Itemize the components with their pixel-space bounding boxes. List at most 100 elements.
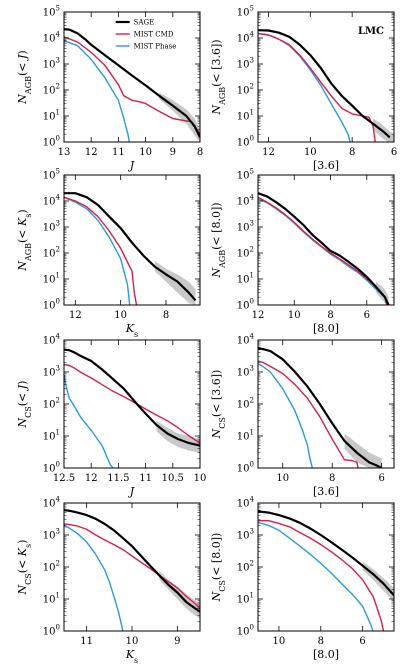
- y-tick-label: 101: [43, 429, 60, 443]
- y-tick-label: 102: [43, 397, 60, 411]
- x-tick-label: 8: [349, 147, 355, 158]
- x-tick-label: 8: [327, 310, 333, 321]
- y-tick-label: 100: [237, 624, 254, 638]
- x-tick-label: 6: [378, 473, 384, 484]
- y-tick-label: 104: [237, 333, 255, 347]
- x-tick-label: 8: [318, 636, 324, 647]
- y-tick-label: 104: [237, 194, 255, 208]
- series-line-sage: [64, 28, 200, 138]
- plot-frame: [63, 339, 201, 469]
- series-line-mist-phase: [258, 363, 314, 468]
- x-tick-label: 12.5: [53, 473, 75, 484]
- legend-label: MIST CMD: [134, 31, 174, 39]
- y-tick-label: 100: [43, 135, 60, 149]
- x-axis-label: [8.0]: [313, 322, 339, 335]
- x-tick-label: 11: [112, 147, 125, 158]
- plot-frame: [257, 174, 395, 306]
- y-tick-label: 102: [237, 246, 254, 260]
- series-line-mist-cmd: [64, 523, 200, 610]
- uncertainty-band: [362, 561, 394, 603]
- series-line-mist-cmd: [258, 196, 388, 305]
- series-line-sage: [64, 509, 200, 613]
- x-tick-label: 13: [58, 147, 71, 158]
- y-tick-label: 100: [237, 135, 254, 149]
- uncertainty-band: [344, 433, 382, 468]
- y-tick-label: 104: [43, 31, 61, 45]
- series-line-mist-cmd: [64, 363, 200, 444]
- series-line-mist-cmd: [64, 196, 138, 305]
- series-line-sage: [64, 192, 197, 302]
- y-tick-label: 105: [43, 168, 60, 182]
- y-tick-label: 103: [237, 528, 254, 542]
- series-line-mist-phase: [64, 196, 131, 305]
- y-tick-label: 103: [43, 220, 60, 234]
- y-tick-label: 101: [237, 592, 254, 606]
- y-tick-label: 103: [237, 365, 254, 379]
- y-tick-label: 100: [43, 624, 60, 638]
- legend-label: MIST Phase: [134, 43, 177, 51]
- y-axis-label: NAGB(< [3.6]): [210, 39, 227, 115]
- y-tick-label: 105: [43, 5, 60, 19]
- x-axis-label: [3.6]: [313, 485, 339, 498]
- series-line-sage: [258, 192, 390, 305]
- x-axis-label: [8.0]: [313, 648, 339, 661]
- y-tick-label: 102: [237, 397, 254, 411]
- uncertainty-band: [154, 260, 196, 305]
- x-tick-label: 6: [391, 147, 397, 158]
- y-tick-label: 101: [237, 272, 254, 286]
- y-tick-label: 101: [237, 109, 254, 123]
- x-axis-label: Ks: [125, 322, 138, 339]
- plot-frame: [257, 11, 395, 143]
- x-tick-label: 9: [174, 636, 180, 647]
- plot-frame: [63, 174, 201, 306]
- x-tick-label: 10: [194, 473, 207, 484]
- uncertainty-band: [156, 420, 200, 453]
- series-line-mist-cmd: [258, 360, 359, 468]
- x-tick-label: 10: [114, 310, 127, 321]
- y-tick-label: 104: [43, 496, 61, 510]
- series-line-sage: [258, 510, 394, 597]
- series-line-mist-cmd: [258, 32, 376, 142]
- panel-agb-8.0: 100 101 102 103 104 105 12 10 8 6 [8.0] NAGB(< [8.0…: [210, 168, 395, 335]
- y-tick-label: 104: [237, 31, 255, 45]
- x-tick-label: 6: [359, 636, 365, 647]
- legend-label: SAGE: [134, 19, 155, 27]
- y-tick-label: 105: [237, 5, 254, 19]
- y-axis-label: NAGB(< Ks): [16, 209, 33, 271]
- series-line-mist-phase: [64, 374, 114, 468]
- y-tick-label: 104: [237, 496, 255, 510]
- x-tick-label: 8: [163, 310, 169, 321]
- panel-cs-3.6: 100 101 102 103 104 10 8 6 [3.6] NCS(< [3.6]): [210, 333, 395, 498]
- galaxy-annotation: LMC: [358, 26, 384, 37]
- plot-frame: [257, 502, 395, 632]
- y-tick-label: 105: [237, 168, 254, 182]
- plot-frame: [63, 502, 201, 632]
- y-tick-label: 103: [237, 57, 254, 71]
- panel-cs-8.0: 100 101 102 103 104 10 8 6 [8.0] NCS(< [8.0]): [210, 496, 395, 661]
- y-tick-label: 100: [237, 298, 254, 312]
- y-tick-label: 102: [237, 560, 254, 574]
- y-tick-label: 101: [43, 592, 60, 606]
- y-tick-label: 102: [237, 83, 254, 97]
- y-tick-label: 100: [43, 298, 60, 312]
- series-line-mist-phase: [258, 198, 388, 305]
- x-tick-label: 12: [262, 147, 275, 158]
- x-tick-label: 10: [139, 147, 152, 158]
- x-tick-label: 9: [170, 147, 176, 158]
- x-tick-label: 12: [252, 310, 265, 321]
- y-tick-label: 104: [43, 333, 61, 347]
- panel-agb-3.6: 100 101 102 103 104 105 12 10 8 6 [3.6] NAGB(< [3.6…: [210, 5, 397, 173]
- x-tick-label: 8: [329, 473, 335, 484]
- x-tick-label: 11: [139, 473, 152, 484]
- x-axis-label: J: [128, 159, 135, 172]
- y-tick-label: 100: [43, 461, 60, 475]
- x-tick-label: 10: [273, 636, 286, 647]
- x-tick-label: 10: [276, 473, 289, 484]
- x-tick-label: 8: [197, 147, 203, 158]
- x-axis-label: Ks: [125, 648, 138, 664]
- y-tick-label: 103: [237, 220, 254, 234]
- y-axis-label: NAGB(< J): [16, 50, 33, 104]
- x-tick-label: 10: [288, 310, 301, 321]
- y-axis-label: NCS(< Ks): [16, 540, 33, 596]
- y-tick-label: 100: [237, 461, 254, 475]
